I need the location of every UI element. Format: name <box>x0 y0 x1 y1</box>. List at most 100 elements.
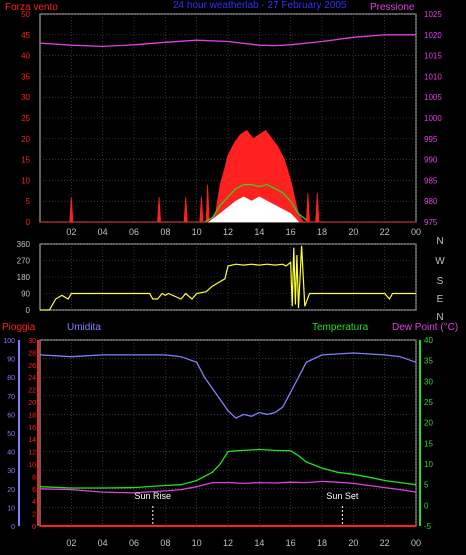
sun-rise-label: Sun Rise <box>135 491 172 501</box>
x-tick-label: 06 <box>129 227 139 237</box>
sun-set-label: Sun Set <box>326 491 359 501</box>
wind-tick-label: 35 <box>21 72 30 81</box>
compass-label: E <box>437 294 444 305</box>
temperature-tick-label: 35 <box>424 357 433 366</box>
wind-tick-label: 20 <box>21 135 30 144</box>
pressure-axis-label: Pressione <box>370 2 415 13</box>
series-humidity <box>39 352 417 419</box>
series-gust-area <box>40 129 416 224</box>
pressure-tick-label: 975 <box>424 218 438 227</box>
rain-tick-label: 26 <box>28 363 36 370</box>
humidity-tick-label: 70 <box>7 394 15 401</box>
wind-tick-label: 5 <box>26 197 31 206</box>
x-tick-label: 00 <box>411 538 421 548</box>
humidity-tick-label: 50 <box>7 431 15 438</box>
rain-tick-label: 12 <box>28 450 36 457</box>
rain-tick-label: 14 <box>28 437 36 444</box>
series-wind-avg <box>204 183 307 223</box>
series-pressure <box>39 34 416 48</box>
x-tick-label: 04 <box>98 538 108 548</box>
x-tick-label: 00 <box>411 227 421 237</box>
humidity-tick-label: 60 <box>7 412 15 419</box>
dew-point-label: Dew Point (°C) <box>392 322 458 333</box>
rain-tick-label: 20 <box>28 400 36 407</box>
wind-tick-label: 15 <box>21 156 30 165</box>
x-tick-label: 16 <box>286 538 296 548</box>
direction-tick-label: 180 <box>17 273 31 282</box>
pressure-tick-label: 990 <box>424 156 438 165</box>
temperature-tick-label: 5 <box>424 481 429 490</box>
series-wind-min-area <box>208 196 300 223</box>
rain-axis-label: Pioggia <box>2 322 36 333</box>
wind-axis-label: Forza vento <box>5 2 58 13</box>
temperature-tick-label: 25 <box>424 398 433 407</box>
x-tick-label: 08 <box>160 227 170 237</box>
rain-tick-label: 2 <box>32 512 36 519</box>
pressure-tick-label: 1025 <box>424 10 442 19</box>
chart-title: 24 hour weatherlab - 27 February 2005 <box>173 0 347 11</box>
direction-tick-label: 270 <box>17 257 31 266</box>
temperature-tick-label: -5 <box>424 522 432 531</box>
x-tick-label: 10 <box>192 538 202 548</box>
temperature-axis-label: Temperatura <box>312 322 369 333</box>
pressure-tick-label: 980 <box>424 197 438 206</box>
pressure-tick-label: 1005 <box>424 93 442 102</box>
pressure-tick-label: 985 <box>424 176 438 185</box>
x-tick-label: 08 <box>160 538 170 548</box>
x-tick-label: 20 <box>348 538 358 548</box>
humidity-axis-label: Umidita <box>67 322 101 333</box>
rain-tick-label: 0 <box>32 524 36 531</box>
direction-tick-label: 360 <box>17 240 31 249</box>
temperature-tick-label: 0 <box>424 501 429 510</box>
temperature-tick-label: 40 <box>424 336 433 345</box>
wind-tick-label: 0 <box>26 218 31 227</box>
x-tick-label: 02 <box>66 538 76 548</box>
temperature-tick-label: 20 <box>424 419 433 428</box>
x-tick-label: 22 <box>380 538 390 548</box>
rain-tick-label: 6 <box>32 487 36 494</box>
direction-tick-label: 90 <box>21 290 30 299</box>
rain-tick-label: 24 <box>28 375 36 382</box>
wind-tick-label: 10 <box>21 176 30 185</box>
pressure-tick-label: 1015 <box>424 52 442 61</box>
x-tick-label: 04 <box>98 227 108 237</box>
x-tick-label: 06 <box>129 538 139 548</box>
humidity-tick-label: 80 <box>7 375 15 382</box>
rain-tick-label: 22 <box>28 388 36 395</box>
pressure-tick-label: 995 <box>424 135 438 144</box>
x-tick-label: 10 <box>192 227 202 237</box>
x-tick-label: 14 <box>254 227 264 237</box>
humidity-tick-label: 20 <box>7 487 15 494</box>
chart-panels: 02 04 06 08 10 12 14 16 18 20 22 000510152025303540… <box>3 10 445 548</box>
temperature-tick-label: 30 <box>424 377 433 386</box>
pressure-tick-label: 1010 <box>424 72 442 81</box>
rain-tick-label: 28 <box>28 350 36 357</box>
series-temperature <box>39 448 417 489</box>
humidity-tick-label: 0 <box>11 524 15 531</box>
wind-tick-label: 40 <box>21 52 30 61</box>
series-direction <box>40 245 416 311</box>
wind-tick-label: 45 <box>21 31 30 40</box>
pressure-tick-label: 1000 <box>424 114 442 123</box>
compass-label: N <box>436 312 443 323</box>
x-tick-label: 22 <box>380 227 390 237</box>
direction-tick-label: 0 <box>26 306 31 315</box>
x-tick-label: 12 <box>223 227 233 237</box>
temperature-tick-label: 10 <box>424 460 433 469</box>
x-tick-label: 20 <box>348 227 358 237</box>
x-tick-label: 18 <box>317 227 327 237</box>
x-tick-label: 12 <box>223 538 233 548</box>
x-tick-label: 18 <box>317 538 327 548</box>
wind-tick-label: 30 <box>21 93 30 102</box>
wind-tick-label: 25 <box>21 114 30 123</box>
rain-tick-label: 4 <box>32 499 36 506</box>
humidity-tick-label: 90 <box>7 357 15 364</box>
pressure-tick-label: 1020 <box>424 31 442 40</box>
temperature-tick-label: 15 <box>424 439 433 448</box>
rain-tick-label: 10 <box>28 462 36 469</box>
compass-label: N <box>436 236 443 247</box>
rain-tick-label: 8 <box>32 474 36 481</box>
wind-tick-label: 50 <box>21 10 30 19</box>
humidity-tick-label: 30 <box>7 468 15 475</box>
